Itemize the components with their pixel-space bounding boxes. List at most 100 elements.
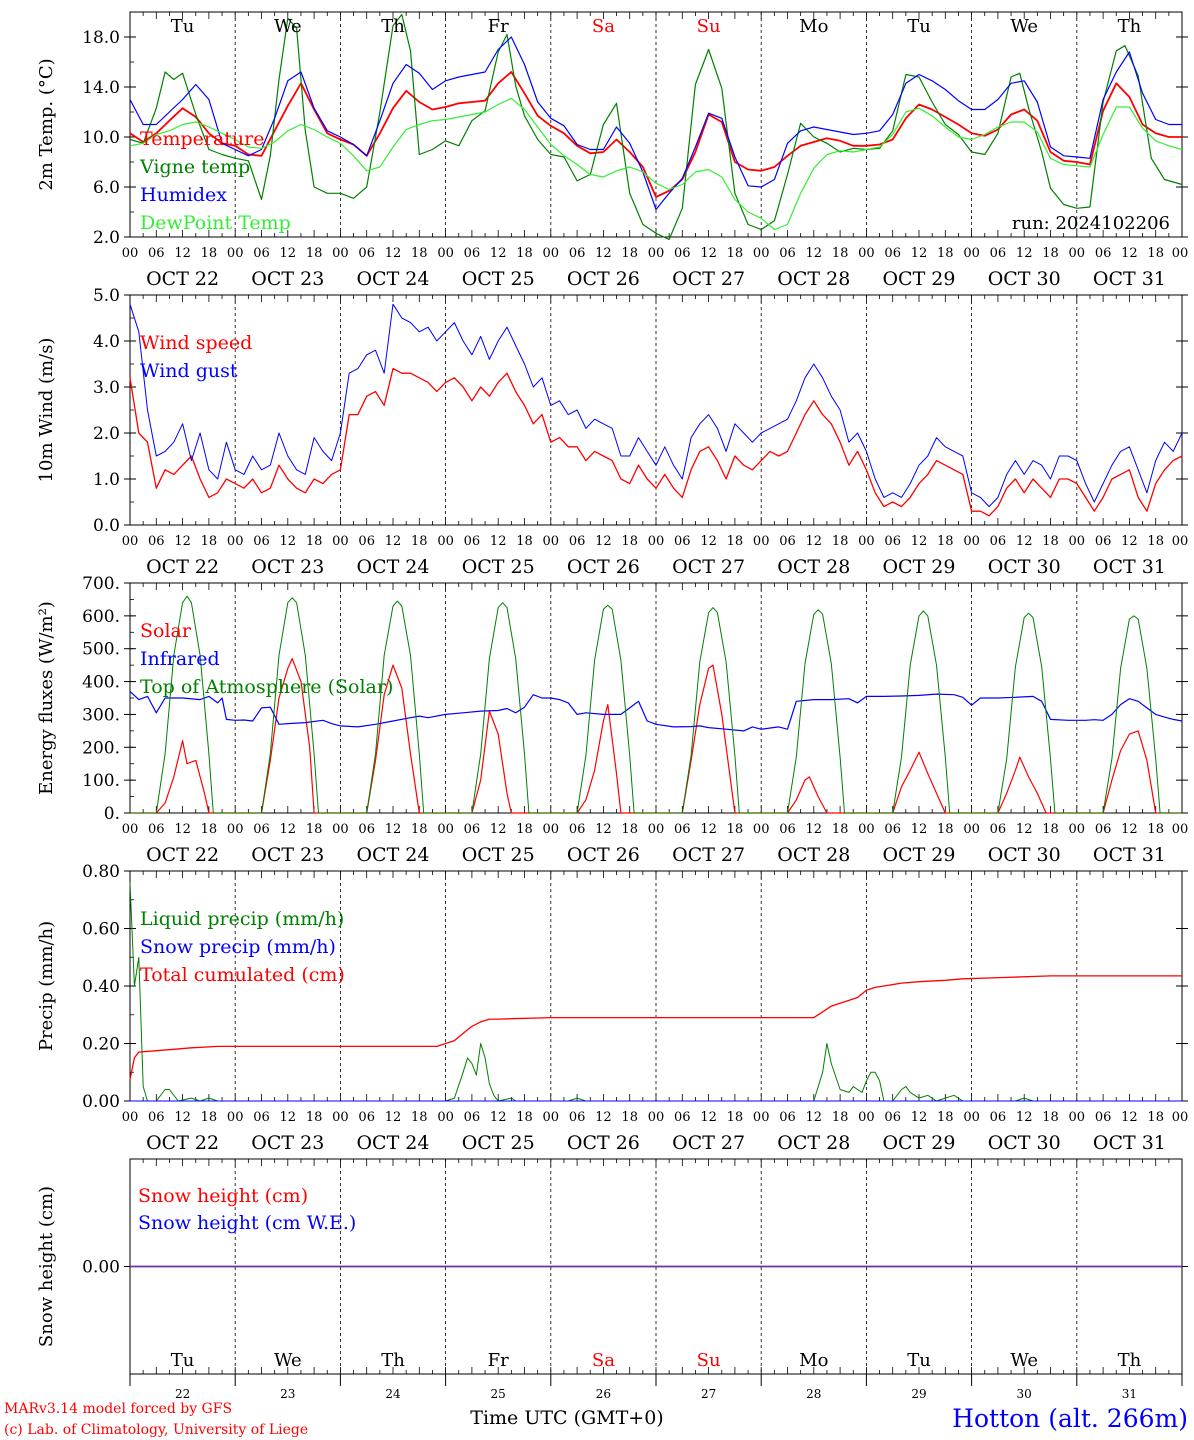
panel-energy: 0. 100. 200. 300. 400. 500. 600. 700. Energy flu… [36, 574, 1188, 866]
hour-tick-label: 18 [621, 534, 638, 549]
y-tick-label: 500. [82, 640, 120, 660]
hour-tick-label: 18 [516, 246, 533, 261]
hour-tick-label: 18 [621, 1110, 638, 1125]
hour-tick-label: 12 [1121, 822, 1138, 837]
date-label: OCT 27 [672, 844, 745, 866]
hour-tick-label: 12 [280, 1110, 297, 1125]
series-precip-2 [129, 975, 1182, 1080]
date-label: OCT 30 [988, 556, 1061, 578]
hour-tick-label: 00 [437, 246, 454, 261]
hour-tick-label: 00 [1172, 246, 1189, 261]
y-axis-title: 2m Temp. (°C) [36, 58, 57, 190]
weekday-label-bottom: Mo [799, 1350, 828, 1371]
date-label: OCT 29 [882, 1132, 955, 1154]
series-temperature-0 [129, 71, 1182, 198]
hour-tick-label: 06 [464, 1110, 481, 1125]
date-label: OCT 26 [567, 268, 640, 290]
date-label: OCT 31 [1093, 268, 1166, 290]
series-wind-1 [129, 303, 1183, 508]
hour-tick-label: 18 [411, 534, 428, 549]
date-label: OCT 25 [462, 556, 535, 578]
hour-tick-label: 00 [648, 1110, 665, 1125]
date-label: OCT 22 [146, 268, 219, 290]
hour-tick-label: 06 [674, 246, 691, 261]
legend-entry: Wind gust [140, 360, 238, 382]
weekday-label-bottom: Sa [592, 1350, 615, 1371]
panel-precip: 0.00 0.20 0.40 0.60 0.80 Precip (mm/h) Liquid … [36, 862, 1188, 1154]
hour-tick-label: 06 [358, 246, 375, 261]
hour-tick-label: 12 [700, 246, 717, 261]
date-label: OCT 28 [777, 556, 850, 578]
legend-entry: Solar [140, 620, 192, 642]
y-tick-label: 100. [82, 771, 120, 791]
hour-tick-label: 12 [385, 822, 402, 837]
hour-tick-label: 06 [990, 246, 1007, 261]
weekday-label: Th [381, 16, 405, 37]
hour-tick-label: 12 [174, 1110, 191, 1125]
hour-tick-label: 00 [227, 1110, 244, 1125]
series-temperature-2 [129, 36, 1182, 211]
hour-tick-label: 06 [464, 246, 481, 261]
weekday-label-bottom: Th [381, 1350, 405, 1371]
y-tick-label: 6.0 [93, 178, 120, 198]
panel-temperature: 2.0 6.0 10.0 14.0 18.0 2m Temp. (°C) Temperatu… [36, 11, 1189, 290]
hour-tick-label: 12 [1016, 1110, 1033, 1125]
hour-tick-label: 18 [937, 534, 954, 549]
day-number-label: 29 [911, 1387, 926, 1401]
credit-line-1: MARv3.14 model forced by GFS [4, 1401, 232, 1417]
hour-tick-label: 18 [201, 246, 218, 261]
hour-tick-label: 06 [674, 822, 691, 837]
hour-tick-label: 18 [1042, 246, 1059, 261]
date-label: OCT 28 [777, 844, 850, 866]
hour-tick-label: 18 [832, 1110, 849, 1125]
hour-tick-label: 06 [990, 822, 1007, 837]
hour-tick-label: 00 [858, 822, 875, 837]
day-number-label: 26 [596, 1387, 611, 1401]
date-label: OCT 28 [777, 268, 850, 290]
weekday-label: We [274, 16, 302, 37]
date-label: OCT 23 [251, 556, 324, 578]
hour-tick-label: 06 [253, 1110, 270, 1125]
weekday-label-bottom: Th [1118, 1350, 1142, 1371]
hour-tick-label: 12 [490, 246, 507, 261]
weekday-label-bottom: Tu [907, 1350, 931, 1371]
y-tick-label: 0.60 [82, 920, 120, 940]
weekday-label-bottom: We [274, 1350, 302, 1371]
hour-tick-label: 00 [753, 822, 770, 837]
y-axis-title: Precip (mm/h) [36, 921, 57, 1051]
date-label: OCT 23 [251, 844, 324, 866]
y-tick-label: 0. [104, 804, 120, 824]
hour-tick-label: 12 [595, 822, 612, 837]
hour-tick-label: 12 [280, 246, 297, 261]
hour-tick-label: 12 [385, 534, 402, 549]
hour-tick-label: 06 [253, 822, 270, 837]
hour-tick-label: 18 [727, 1110, 744, 1125]
date-label: OCT 25 [462, 844, 535, 866]
y-tick-label: 0.00 [82, 1258, 120, 1278]
date-label: OCT 31 [1093, 556, 1166, 578]
panel-snow: 0.00 Snow height (cm) Snow height (cm) Snow… [36, 1158, 1188, 1401]
station-name: Hotton (alt. 266m) [952, 1404, 1188, 1433]
date-label: OCT 26 [567, 556, 640, 578]
hour-tick-label: 18 [516, 822, 533, 837]
hour-tick-label: 06 [253, 246, 270, 261]
y-tick-label: 700. [82, 574, 120, 594]
hour-tick-label: 12 [1016, 822, 1033, 837]
y-axis-title: Energy fluxes (W/m²) [36, 601, 57, 795]
date-label: OCT 24 [356, 1132, 429, 1154]
hour-tick-label: 18 [832, 534, 849, 549]
y-tick-label: 300. [82, 705, 120, 725]
hour-tick-label: 06 [148, 1110, 165, 1125]
hour-tick-label: 18 [201, 534, 218, 549]
hour-tick-label: 06 [779, 1110, 796, 1125]
date-label: OCT 26 [567, 844, 640, 866]
weekday-label-bottom: We [1010, 1350, 1038, 1371]
hour-tick-label: 00 [753, 534, 770, 549]
hour-tick-label: 06 [569, 822, 586, 837]
weekday-label: Su [697, 16, 721, 37]
hour-tick-label: 00 [858, 1110, 875, 1125]
date-label: OCT 22 [146, 556, 219, 578]
hour-tick-label: 12 [595, 1110, 612, 1125]
hour-tick-label: 12 [806, 534, 823, 549]
